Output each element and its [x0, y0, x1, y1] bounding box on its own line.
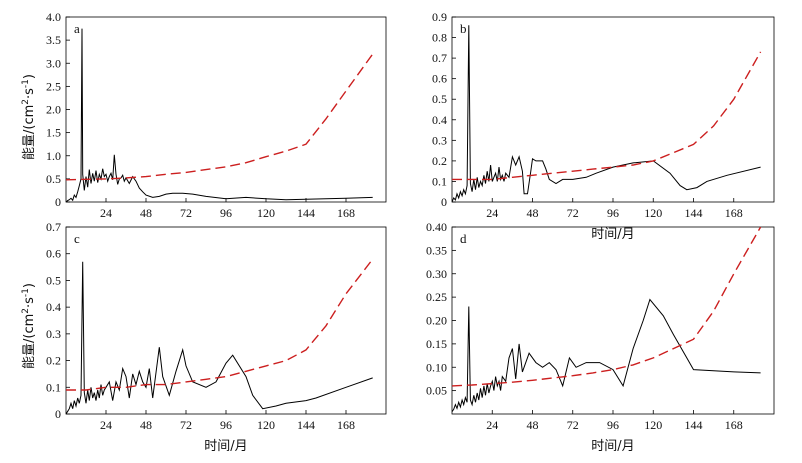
y-tick-label: 0 — [55, 195, 61, 209]
y-tick-label: 0 — [441, 195, 447, 209]
y-tick-label: 0.2 — [432, 154, 447, 168]
x-tick-label: 96 — [220, 206, 232, 220]
y-axis-title: 能量/(cm2·s-1) — [21, 283, 37, 369]
panel-letter: d — [460, 231, 467, 246]
plot-frame — [65, 16, 387, 203]
x-tick-label: 120 — [644, 206, 662, 220]
x-tick-label: 48 — [527, 206, 539, 220]
y-tick-label: 0.5 — [432, 92, 447, 106]
x-tick-label: 144 — [297, 418, 315, 432]
y-tick-label: 2.0 — [46, 103, 61, 117]
y-tick-label: 0.4 — [432, 113, 447, 127]
x-tick-label: 168 — [337, 418, 355, 432]
dashed-series-line — [452, 227, 762, 387]
y-tick-label: 0.20 — [426, 314, 447, 328]
panel-letter: c — [74, 231, 80, 246]
y-tick-label: 0.30 — [426, 267, 447, 281]
x-tick-label: 72 — [180, 418, 192, 432]
y-tick-label: 0.5 — [46, 273, 61, 287]
y-tick-label: 0.1 — [46, 380, 61, 394]
x-tick-label: 168 — [337, 206, 355, 220]
x-tick-label: 24 — [486, 418, 498, 432]
y-tick-label: 4.0 — [46, 10, 61, 24]
x-tick-label: 120 — [257, 418, 275, 432]
y-tick-label: 0.6 — [432, 72, 447, 86]
x-tick-label: 24 — [100, 206, 112, 220]
x-tick-label: 120 — [257, 206, 275, 220]
panel-b: 0 0.1 0.2 0.3 0.4 0.5 0.6 0.7 0.8 0.9 24 48 72 96 120 1… — [432, 10, 775, 242]
x-tick-label: 120 — [644, 418, 662, 432]
y-tick-label: 0.4 — [46, 300, 61, 314]
x-axis-title: 时间/月 — [204, 439, 247, 454]
y-tick-label: 0.3 — [46, 327, 61, 341]
x-axis-title: 时间/月 — [591, 439, 634, 454]
y-tick-label: 0.15 — [426, 337, 447, 351]
panel-c: 0 0.1 0.2 0.3 0.4 0.5 0.6 0.7 24 48 72 96 120 144 168 c… — [21, 220, 387, 454]
solid-series-line — [66, 261, 373, 414]
y-tick-label: 0 — [55, 407, 61, 421]
x-tick-label: 96 — [607, 206, 619, 220]
solid-series-line — [66, 28, 373, 202]
panel-a: 0 0.5 1.0 1.5 2.0 2.5 3.0 3.5 4.0 24 48 72 96 120 144 1… — [21, 10, 387, 220]
y-tick-label: 0.9 — [432, 10, 447, 24]
x-tick-label: 72 — [567, 418, 579, 432]
y-tick-label: 0.10 — [426, 360, 447, 374]
y-tick-label: 0.35 — [426, 243, 447, 257]
dashed-series-line — [66, 258, 374, 391]
y-axis-title: 能量/(cm2·s-1) — [21, 74, 37, 160]
x-tick-label: 48 — [140, 206, 152, 220]
x-axis-title: 时间/月 — [591, 227, 634, 242]
y-tick-label: 1.5 — [46, 126, 61, 140]
y-tick-label: 0.05 — [426, 384, 447, 398]
y-tick-label: 1.0 — [46, 149, 61, 163]
x-tick-label: 144 — [297, 206, 315, 220]
y-tick-label: 0.8 — [432, 31, 447, 45]
x-tick-label: 168 — [725, 418, 743, 432]
panel-d: 0.05 0.10 0.15 0.20 0.25 0.30 0.35 0.40 24 48 72 96… — [426, 220, 775, 454]
y-tick-label: 3.0 — [46, 56, 61, 70]
plot-frame — [65, 226, 387, 415]
dashed-series-line — [66, 53, 374, 181]
y-tick-label: 0.6 — [46, 247, 61, 261]
x-tick-label: 24 — [486, 206, 498, 220]
panel-letter: a — [74, 21, 80, 36]
x-tick-label: 48 — [527, 418, 539, 432]
x-tick-label: 48 — [140, 418, 152, 432]
y-tick-label: 0.5 — [46, 172, 61, 186]
x-tick-label: 168 — [725, 206, 743, 220]
panel-letter: b — [460, 21, 467, 36]
x-tick-label: 96 — [220, 418, 232, 432]
x-tick-label: 24 — [100, 418, 112, 432]
y-tick-label: 0.40 — [426, 220, 447, 234]
y-tick-label: 0.25 — [426, 290, 447, 304]
x-tick-label: 144 — [685, 418, 703, 432]
x-tick-label: 72 — [180, 206, 192, 220]
x-tick-label: 96 — [607, 418, 619, 432]
x-tick-label: 72 — [567, 206, 579, 220]
y-tick-label: 0.3 — [432, 133, 447, 147]
x-tick-label: 144 — [685, 206, 703, 220]
y-tick-label: 2.5 — [46, 79, 61, 93]
y-tick-label: 0.7 — [46, 220, 61, 234]
y-tick-label: 3.5 — [46, 33, 61, 47]
y-tick-label: 0.2 — [46, 354, 61, 368]
solid-series-line — [452, 298, 761, 412]
y-tick-label: 0.1 — [432, 174, 447, 188]
solid-series-line — [452, 25, 761, 202]
dashed-series-line — [452, 51, 762, 181]
y-tick-label: 0.7 — [432, 51, 447, 65]
